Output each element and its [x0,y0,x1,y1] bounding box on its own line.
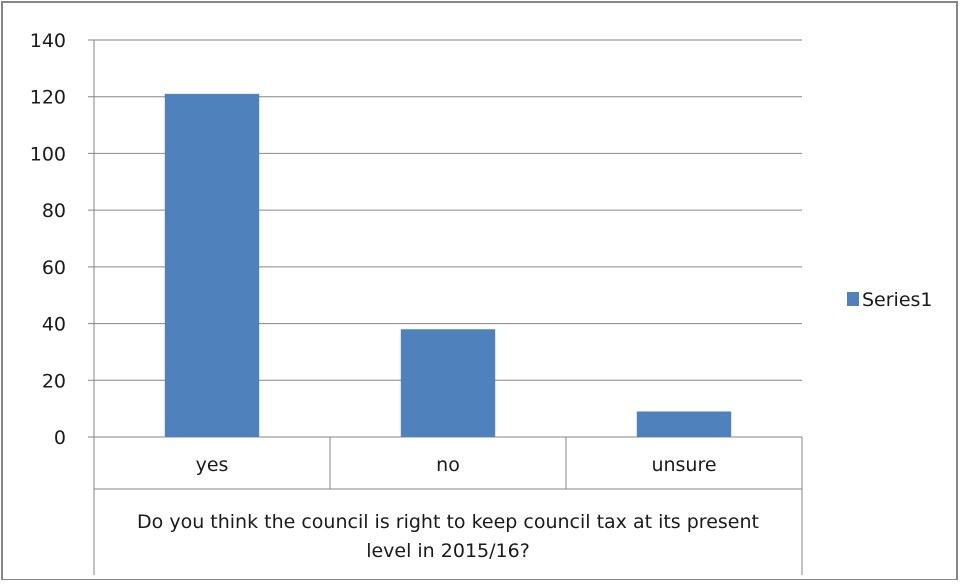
bar-unsure [636,411,732,437]
x-tick-label-yes: yes [196,454,229,476]
x-axis-title: Do you think the council is right to kee… [137,511,759,562]
x-tick-label-unsure: unsure [651,454,716,476]
y-tick-label-20: 20 [42,370,66,392]
legend-swatch [847,292,859,306]
x-axis-title-line-1: Do you think the council is right to kee… [137,511,759,533]
x-axis-title-line-2: level in 2015/16? [366,540,530,562]
legend-label: Series1 [862,289,933,311]
y-tick-label-100: 100 [30,143,66,165]
y-tick-label-40: 40 [42,314,66,336]
y-tick-label-140: 140 [30,30,66,52]
legend: Series1 [847,289,933,311]
y-tick-label-0: 0 [54,427,66,449]
y-tick-label-60: 60 [42,257,66,279]
tick-labels: 0 20 40 60 80 100 120 140 yes no unsure [30,30,717,476]
bar-yes [164,93,260,437]
y-tick-label-120: 120 [30,87,66,109]
bars [164,93,732,437]
x-tick-label-no: no [436,454,460,476]
y-tick-label-80: 80 [42,200,66,222]
bar-no [400,329,496,437]
